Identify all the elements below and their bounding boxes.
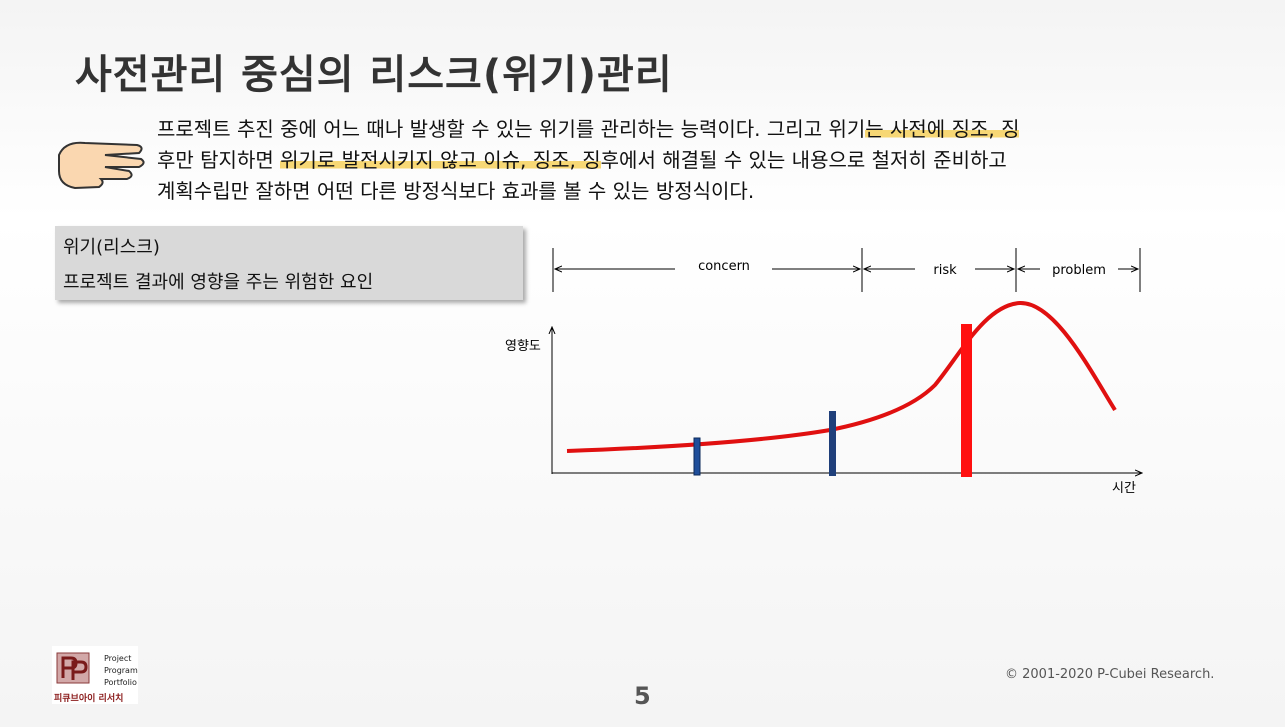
intro-line: 후만 탐지하면 위기로 발전시키지 않고 이슈, 징조, 징후에서 해결될 수 … [157,145,1019,176]
x-axis-label: 시간 [1112,481,1136,496]
phase-label: problem [1052,263,1106,278]
copyright: © 2001-2020 P-Cubei Research. [1005,667,1215,682]
stage-bar [829,411,836,476]
phase-arrows [552,248,1141,292]
text: 프로젝트 추진 중에 어느 때나 발생할 수 있는 위기를 관리하는 능력이다.… [157,117,866,141]
intro-line: 프로젝트 추진 중에 어느 때나 발생할 수 있는 위기를 관리하는 능력이다.… [157,114,1020,145]
logo-caption: 피큐브아이 리서치 [54,694,124,704]
definition-term: 위기(리스크) [63,237,160,258]
text: 계획수립만 잘하면 어떤 다른 방정식보다 효과를 볼 수 있는 방정식이다. [157,179,755,203]
intro-paragraph: 프로젝트 추진 중에 어느 때나 발생할 수 있는 위기를 관리하는 능력이다.… [157,114,1020,207]
y-axis-label: 영향도 [505,339,541,354]
text: 후만 탐지하면 [157,148,281,172]
pointing-hand-icon [58,141,145,190]
logo-mark [56,652,90,684]
highlight-text: 위기로 발전시키지 않고 이슈, 징조, 징 [280,148,601,172]
stage-bar [693,437,701,476]
text: 후에서 해결될 수 있는 내용으로 철저히 준비하고 [600,148,1007,172]
impact-curve [566,300,1117,453]
logo-line: Project [104,654,132,663]
phase-label: concern [698,259,750,274]
logo-line: Portfolio [104,678,137,687]
page-number: 5 [634,682,651,710]
definition-box: 위기(리스크) 프로젝트 결과에 영향을 주는 위험한 요인 [55,226,523,300]
logo-text: Project Program Portfolio [104,653,138,689]
definition-text: 프로젝트 결과에 영향을 주는 위험한 요인 [63,272,374,293]
phase-label: risk [933,263,957,278]
intro-line: 계획수립만 잘하면 어떤 다른 방정식보다 효과를 볼 수 있는 방정식이다. [157,176,1019,207]
stage-bar [961,324,972,477]
logo: Project Program Portfolio 피큐브아이 리서치 [52,646,138,704]
logo-line: Program [104,666,138,675]
highlight-text: 는 사전에 징조, 징 [865,117,1020,141]
slide-title: 사전관리 중심의 리스크(위기)관리 [75,52,673,98]
